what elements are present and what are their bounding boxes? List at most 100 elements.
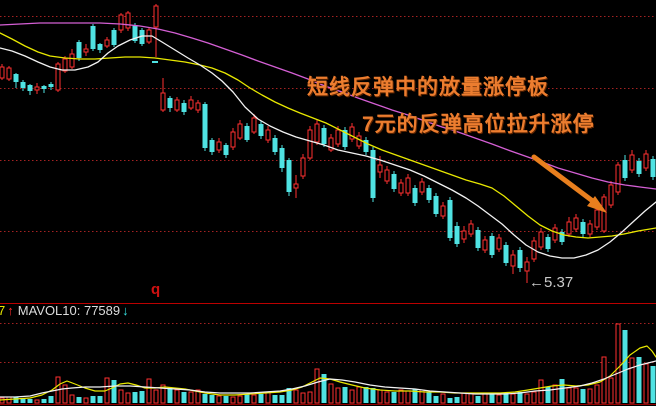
volume-bar: [559, 379, 565, 403]
candle-body-up: [398, 182, 404, 194]
volume-bar: [132, 392, 138, 403]
candle-body-down: [426, 188, 432, 200]
volume-bar: [636, 357, 642, 403]
ma-line-magenta: [0, 22, 656, 190]
volume-bar: [608, 377, 614, 404]
candle-body-down: [636, 161, 642, 174]
volume-bar: [237, 395, 243, 404]
q-marker: q: [151, 281, 161, 298]
volume-bar: [531, 391, 537, 404]
volume-bar: [615, 323, 621, 404]
volume-bar: [517, 392, 523, 403]
volume-bar: [223, 396, 229, 403]
candle-body-down: [279, 148, 285, 168]
volume-bar: [69, 394, 75, 404]
candle-body-up: [83, 48, 89, 53]
volume-bar: [349, 389, 355, 404]
candle-body-up: [615, 164, 621, 193]
candle-body-up: [608, 184, 614, 206]
candle-body-down: [286, 160, 292, 192]
volume-bar: [293, 389, 299, 404]
candle-body-up: [587, 223, 593, 235]
volume-bar: [461, 392, 467, 404]
candle-body-down: [90, 26, 96, 49]
volume-bar: [41, 399, 47, 403]
candle-body-down: [272, 138, 278, 152]
candle-body-down: [363, 140, 369, 152]
candle-body-down: [111, 30, 117, 45]
candle-body-up: [482, 239, 488, 251]
volume-bar: [258, 394, 264, 403]
candle-body-down: [132, 25, 138, 41]
volume-bar: [188, 391, 194, 404]
volume-bar: [153, 389, 159, 404]
candle-body-up: [34, 86, 40, 91]
candle-body-up: [153, 5, 159, 28]
volume-bar: [454, 397, 460, 403]
volume-bar: [111, 380, 117, 403]
volume-ma-yellow: [0, 345, 656, 401]
candle-body-up: [230, 131, 236, 148]
candle-body-down: [258, 124, 264, 136]
candle-body-up: [552, 227, 558, 241]
volume-bar: [643, 363, 649, 404]
volume-bar: [251, 394, 257, 404]
volume-bar: [27, 399, 33, 403]
volume-bar: [0, 397, 5, 404]
volume-bar: [468, 392, 474, 404]
mavol-prefix-value: 7: [0, 303, 6, 318]
volume-bar: [377, 389, 383, 404]
ma-line-white: [0, 35, 656, 259]
annotation-line2: 7元的反弹高位拉升涨停: [362, 113, 595, 136]
volume-ma-white: [0, 360, 656, 398]
candle-body-down: [412, 188, 418, 203]
candle-body-down: [559, 232, 565, 242]
volume-bar: [97, 396, 103, 403]
volume-bar: [230, 396, 236, 404]
candle-body-up: [174, 99, 180, 111]
candle-body-up: [195, 102, 201, 111]
volume-bar: [566, 387, 572, 404]
volume-bar: [76, 397, 82, 403]
candle-body-up: [461, 230, 467, 240]
annotation-line1: 短线反弹中的放量涨停板: [307, 76, 549, 99]
candle-body-down: [321, 128, 327, 144]
volume-bar: [20, 398, 26, 403]
volume-bar: [216, 395, 222, 404]
volume-bar: [510, 393, 516, 404]
volume-bar: [384, 391, 390, 404]
candle-body-up: [566, 221, 572, 235]
volume-bar: [412, 389, 418, 403]
ma-line-yellow: [0, 32, 656, 239]
volume-bar: [307, 391, 313, 404]
volume-bar: [118, 389, 124, 404]
volume-bar: [447, 398, 453, 403]
candle-body-up: [307, 129, 313, 159]
volume-bar: [573, 387, 579, 404]
volume-bar: [286, 388, 292, 403]
volume-bar: [587, 388, 593, 404]
candle-body-up: [356, 135, 362, 147]
volume-bar: [139, 391, 145, 403]
candle-body-up: [104, 39, 110, 47]
candle-body-up: [643, 153, 649, 169]
volume-bar: [13, 397, 19, 403]
up-arrow-icon: ↑: [7, 303, 14, 318]
annotation-arrow-head: [587, 196, 607, 213]
volume-bar: [272, 395, 278, 403]
candle-body-down: [76, 42, 82, 58]
candle-body-down: [489, 236, 495, 255]
volume-bar: [650, 366, 656, 403]
candle-body-up: [237, 123, 243, 139]
volume-bar: [48, 396, 54, 403]
volume-bar: [496, 394, 502, 404]
mavol10-label: MAVOL10: 77589: [17, 303, 121, 318]
candle-body-up: [377, 164, 383, 173]
candle-body-up: [468, 223, 474, 235]
candle-body-up: [188, 99, 194, 109]
candle-body-down: [454, 226, 460, 244]
volume-bar: [146, 378, 152, 404]
volume-bar: [580, 389, 586, 403]
